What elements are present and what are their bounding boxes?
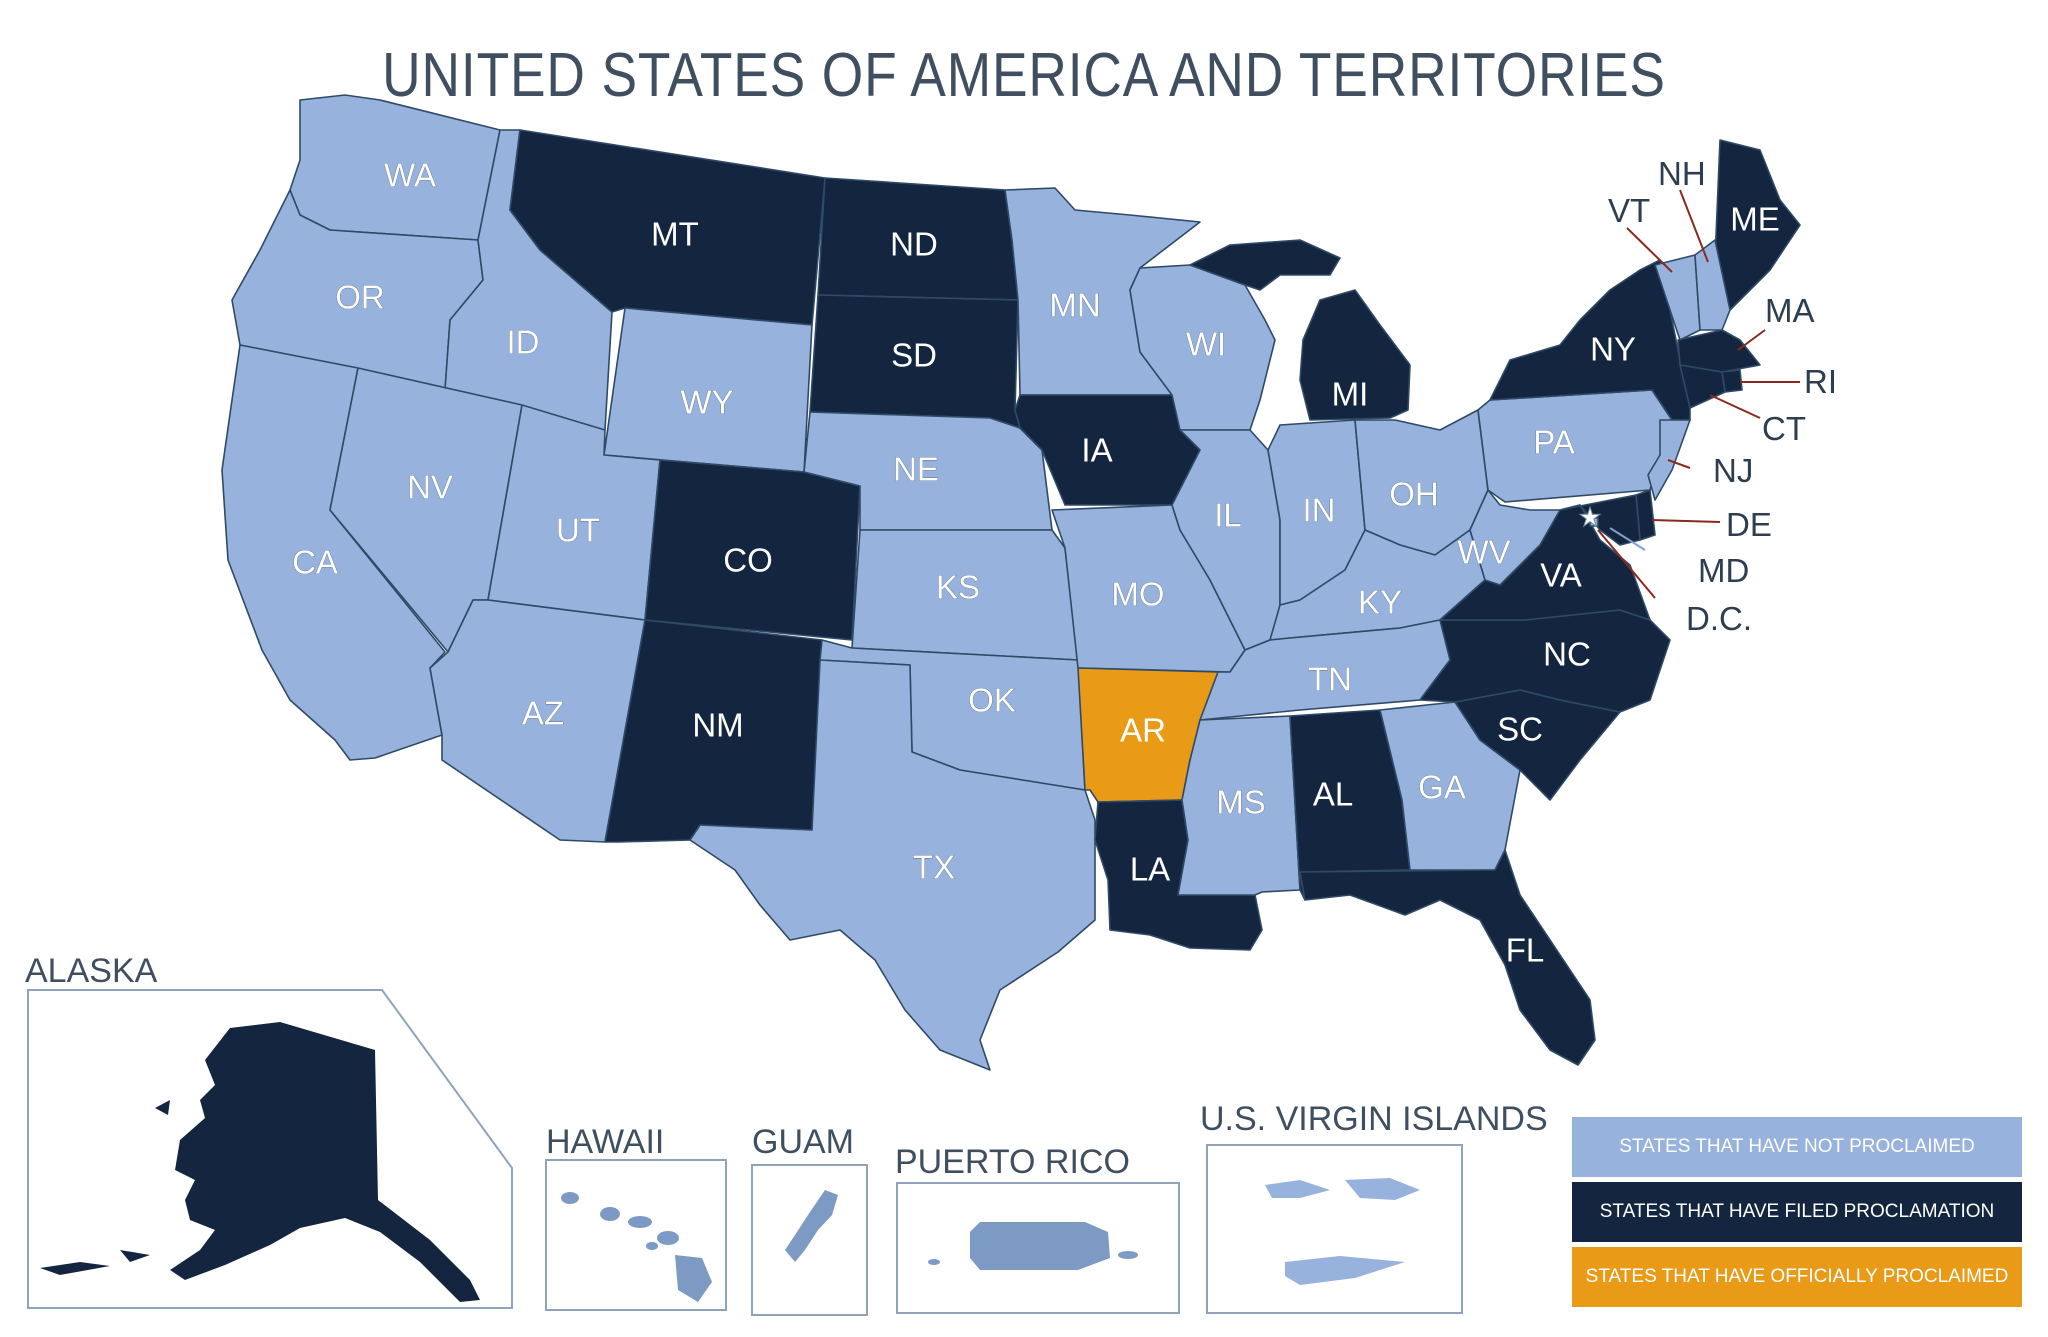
state-ct[interactable]	[1679, 364, 1726, 409]
label-nc: NC	[1543, 636, 1591, 673]
puerto-rico-shape	[928, 1222, 1138, 1270]
state-fl[interactable]	[1299, 849, 1596, 1066]
leader-lines	[1597, 189, 1800, 599]
legend-label-not-proclaimed: STATES THAT HAVE NOT PROCLAIMED	[1619, 1136, 1975, 1157]
state-ma[interactable]	[1677, 329, 1761, 373]
label-ga: GA	[1418, 769, 1466, 806]
label-ri: RI	[1804, 363, 1837, 400]
state-mi[interactable]	[1189, 239, 1411, 421]
state-pa[interactable]	[1477, 389, 1673, 503]
label-co: CO	[723, 542, 773, 579]
label-vt: VT	[1608, 192, 1650, 229]
label-ca: CA	[292, 544, 338, 581]
label-sd: SD	[891, 337, 937, 374]
alaska-shape	[40, 1022, 480, 1302]
label-ny: NY	[1590, 331, 1636, 368]
label-nj: NJ	[1713, 452, 1753, 489]
label-al: AL	[1313, 776, 1353, 813]
state-labels: WA OR CA ID NV MT WY UT AZ CO NM ND SD N…	[292, 156, 1780, 969]
label-ok: OK	[968, 682, 1016, 719]
puerto-rico-inset[interactable]: PUERTO RICO	[895, 1143, 1180, 1314]
label-ky: KY	[1358, 584, 1402, 621]
state-nh[interactable]	[1694, 239, 1731, 331]
state-tx[interactable]	[689, 659, 1096, 1071]
label-in: IN	[1303, 492, 1336, 529]
map-title: UNITED STATES OF AMERICA AND TERRITORIES	[382, 41, 1666, 110]
label-tn: TN	[1308, 661, 1352, 698]
label-ar: AR	[1120, 712, 1166, 749]
puerto-rico-title: PUERTO RICO	[895, 1143, 1130, 1181]
alaska-inset[interactable]: ALASKA	[25, 952, 513, 1309]
label-va: VA	[1540, 557, 1582, 594]
label-wv: WV	[1457, 534, 1510, 571]
label-or: OR	[335, 279, 385, 316]
label-ma: MA	[1765, 292, 1815, 329]
label-nv: NV	[407, 469, 453, 506]
alaska-title: ALASKA	[25, 952, 158, 990]
label-ne: NE	[893, 451, 939, 488]
virgin-islands-title: U.S. VIRGIN ISLANDS	[1200, 1100, 1548, 1138]
label-il: IL	[1214, 497, 1242, 534]
legend-not-proclaimed: STATES THAT HAVE NOT PROCLAIMED	[1572, 1117, 2022, 1177]
external-labels: NH VT MA RI CT NJ DE MD D.C.	[1608, 155, 1837, 637]
label-fl: FL	[1506, 932, 1545, 969]
label-mn: MN	[1049, 287, 1100, 324]
virgin-islands-inset[interactable]: U.S. VIRGIN ISLANDS	[1200, 1100, 1548, 1314]
legend-label-filed-proclamation: STATES THAT HAVE FILED PROCLAMATION	[1599, 1201, 1995, 1222]
label-wa: WA	[384, 157, 436, 194]
guam-shape	[785, 1190, 838, 1262]
label-mo: MO	[1111, 576, 1164, 613]
guam-title: GUAM	[752, 1123, 854, 1161]
label-tx: TX	[913, 849, 955, 886]
virgin-islands-shape	[1265, 1178, 1420, 1285]
label-nd: ND	[890, 226, 938, 263]
label-mt: MT	[651, 216, 699, 253]
label-la: LA	[1130, 851, 1170, 888]
state-dc[interactable]	[1589, 517, 1599, 527]
label-ks: KS	[936, 569, 980, 606]
dc-star-icon: ★	[1578, 502, 1601, 532]
state-co[interactable]	[644, 459, 861, 641]
label-wy: WY	[680, 384, 733, 421]
label-nh: NH	[1658, 155, 1706, 192]
label-mi: MI	[1332, 376, 1369, 413]
legend-filed-proclamation: STATES THAT HAVE FILED PROCLAMATION	[1572, 1182, 2022, 1242]
label-dc: D.C.	[1686, 600, 1752, 637]
state-md[interactable]	[1559, 494, 1641, 546]
label-sc: SC	[1497, 711, 1543, 748]
guam-inset[interactable]: GUAM	[751, 1123, 868, 1316]
label-az: AZ	[522, 695, 564, 732]
label-md: MD	[1698, 552, 1749, 589]
legend-label-officially-proclaimed: STATES THAT HAVE OFFICIALLY PROCLAIMED	[1585, 1266, 2009, 1287]
hawaii-title: HAWAII	[546, 1123, 664, 1161]
label-id: ID	[507, 324, 540, 361]
label-ut: UT	[556, 512, 600, 549]
legend-officially-proclaimed: STATES THAT HAVE OFFICIALLY PROCLAIMED	[1572, 1247, 2022, 1307]
hawaii-inset[interactable]: HAWAII	[545, 1123, 727, 1311]
label-nm: NM	[692, 707, 743, 744]
label-wi: WI	[1186, 326, 1226, 363]
label-oh: OH	[1389, 476, 1439, 513]
label-de: DE	[1726, 506, 1772, 543]
label-ct: CT	[1762, 410, 1806, 447]
hawaii-islands	[561, 1192, 712, 1302]
label-ms: MS	[1216, 784, 1266, 821]
states-layer	[221, 94, 1801, 1071]
label-pa: PA	[1533, 424, 1575, 461]
label-me: ME	[1730, 201, 1780, 238]
label-ia: IA	[1081, 432, 1112, 469]
